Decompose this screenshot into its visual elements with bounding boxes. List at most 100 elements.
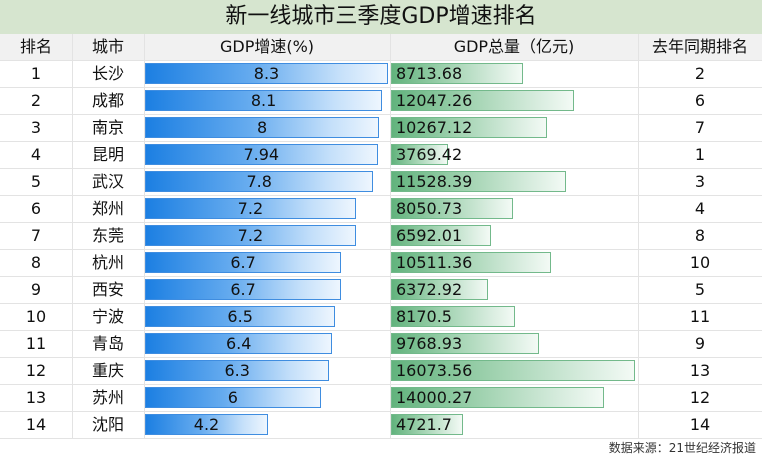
prev-rank-cell: 7 bbox=[694, 118, 706, 137]
gdp-value: 8713.68 bbox=[396, 64, 463, 83]
growth-bar bbox=[145, 252, 342, 273]
rank-cell: 3 bbox=[30, 118, 42, 137]
table-row: 8 杭州 6.7 10511.36 10 bbox=[0, 249, 762, 276]
table-row: 3 南京 8 10267.12 7 bbox=[0, 114, 762, 141]
city-cell: 武汉 bbox=[91, 172, 124, 191]
prev-rank-cell: 14 bbox=[689, 415, 711, 434]
grid-line-horizontal bbox=[0, 276, 762, 277]
prev-rank-cell: 9 bbox=[694, 334, 706, 353]
table-row: 4 昆明 7.94 3769.42 1 bbox=[0, 141, 762, 168]
rank-cell: 7 bbox=[30, 226, 42, 245]
prev-rank-cell: 4 bbox=[694, 199, 706, 218]
gdp-bar bbox=[391, 360, 635, 381]
table-title: 新一线城市三季度GDP增速排名 bbox=[0, 0, 762, 34]
grid-line-horizontal bbox=[0, 87, 762, 88]
gdp-value: 4721.7 bbox=[396, 415, 452, 434]
rank-cell: 4 bbox=[30, 145, 42, 164]
rank-cell: 13 bbox=[25, 388, 47, 407]
rank-cell: 8 bbox=[30, 253, 42, 272]
growth-value: 8.3 bbox=[253, 64, 280, 83]
grid-line-vertical bbox=[144, 34, 145, 438]
gdp-value: 16073.56 bbox=[396, 361, 473, 380]
growth-value: 6.7 bbox=[230, 253, 256, 272]
growth-value: 6.7 bbox=[230, 280, 256, 299]
growth-value: 6.4 bbox=[225, 334, 252, 353]
growth-bar bbox=[145, 144, 378, 165]
rank-cell: 14 bbox=[25, 415, 47, 434]
header-rank: 排名 bbox=[19, 37, 52, 56]
prev-rank-cell: 10 bbox=[689, 253, 711, 272]
rank-cell: 10 bbox=[25, 307, 47, 326]
city-cell: 昆明 bbox=[91, 145, 124, 164]
grid-line-vertical bbox=[390, 34, 391, 438]
prev-rank-cell: 5 bbox=[694, 280, 706, 299]
rank-cell: 5 bbox=[30, 172, 42, 191]
rank-cell: 11 bbox=[25, 334, 47, 353]
growth-value: 7.94 bbox=[243, 145, 280, 164]
gdp-value: 14000.27 bbox=[396, 388, 473, 407]
table-row: 2 成都 8.1 12047.26 6 bbox=[0, 87, 762, 114]
city-cell: 长沙 bbox=[91, 64, 124, 83]
city-cell: 重庆 bbox=[91, 361, 124, 380]
table-row: 9 西安 6.7 6372.92 5 bbox=[0, 276, 762, 303]
growth-bar bbox=[145, 198, 356, 219]
gdp-bar bbox=[391, 387, 604, 408]
grid-line-horizontal bbox=[0, 222, 762, 223]
gdp-bar bbox=[391, 63, 524, 84]
grid-line-horizontal bbox=[0, 114, 762, 115]
table-row: 6 郑州 7.2 8050.73 4 bbox=[0, 195, 762, 222]
city-cell: 青岛 bbox=[91, 334, 124, 353]
rank-cell: 6 bbox=[30, 199, 42, 218]
prev-rank-cell: 12 bbox=[689, 388, 711, 407]
growth-value: 7.2 bbox=[237, 199, 264, 218]
growth-bar bbox=[145, 387, 321, 408]
gdp-bar bbox=[391, 198, 514, 219]
gdp-value: 11528.39 bbox=[396, 172, 473, 191]
grid-line-vertical bbox=[72, 34, 73, 438]
prev-rank-cell: 13 bbox=[689, 361, 711, 380]
gdp-bar bbox=[391, 252, 551, 273]
gdp-bar bbox=[391, 306, 515, 327]
table-row: 11 青岛 6.4 9768.93 9 bbox=[0, 330, 762, 357]
grid-line-horizontal bbox=[0, 249, 762, 250]
growth-value: 8 bbox=[257, 118, 268, 137]
prev-rank-cell: 6 bbox=[694, 91, 706, 110]
city-cell: 宁波 bbox=[91, 307, 124, 326]
growth-value: 6.3 bbox=[224, 361, 250, 380]
table-row: 13 苏州 6 14000.27 12 bbox=[0, 384, 762, 411]
gdp-bar bbox=[391, 171, 566, 192]
gdp-value: 6592.01 bbox=[396, 226, 463, 245]
grid-line-horizontal bbox=[0, 438, 762, 439]
header-prev-rank: 去年同期排名 bbox=[651, 37, 748, 56]
prev-rank-cell: 8 bbox=[694, 226, 706, 245]
city-cell: 苏州 bbox=[91, 388, 124, 407]
growth-value: 7.2 bbox=[237, 226, 264, 245]
grid-line-horizontal bbox=[0, 330, 762, 331]
grid-line-horizontal bbox=[0, 303, 762, 304]
prev-rank-cell: 3 bbox=[694, 172, 706, 191]
city-cell: 沈阳 bbox=[91, 415, 124, 434]
header-city: 城市 bbox=[91, 37, 124, 56]
source-note: 数据来源：21世纪经济报道 bbox=[608, 441, 756, 455]
table-row: 7 东莞 7.2 6592.01 8 bbox=[0, 222, 762, 249]
grid-line-vertical bbox=[638, 34, 639, 438]
city-cell: 郑州 bbox=[91, 199, 124, 218]
prev-rank-cell: 2 bbox=[694, 64, 706, 83]
gdp-value: 8050.73 bbox=[396, 199, 463, 218]
city-cell: 西安 bbox=[91, 280, 124, 299]
city-cell: 南京 bbox=[91, 118, 124, 137]
gdp-bar bbox=[391, 90, 574, 111]
growth-value: 6 bbox=[227, 388, 238, 407]
gdp-value: 10267.12 bbox=[396, 118, 473, 137]
gdp-value: 10511.36 bbox=[396, 253, 473, 272]
gdp-value: 3769.42 bbox=[396, 145, 463, 164]
table-row: 14 沈阳 4.2 4721.7 14 bbox=[0, 411, 762, 438]
table-row: 1 长沙 8.3 8713.68 2 bbox=[0, 60, 762, 87]
growth-bar bbox=[145, 333, 333, 354]
city-cell: 东莞 bbox=[91, 226, 124, 245]
gdp-bar bbox=[391, 414, 463, 435]
header-row: 排名 城市 GDP增速(%) GDP总量（亿元) 去年同期排名 bbox=[0, 34, 762, 60]
rank-cell: 12 bbox=[25, 361, 47, 380]
gdp-value: 6372.92 bbox=[396, 280, 463, 299]
gdp-value: 12047.26 bbox=[396, 91, 473, 110]
